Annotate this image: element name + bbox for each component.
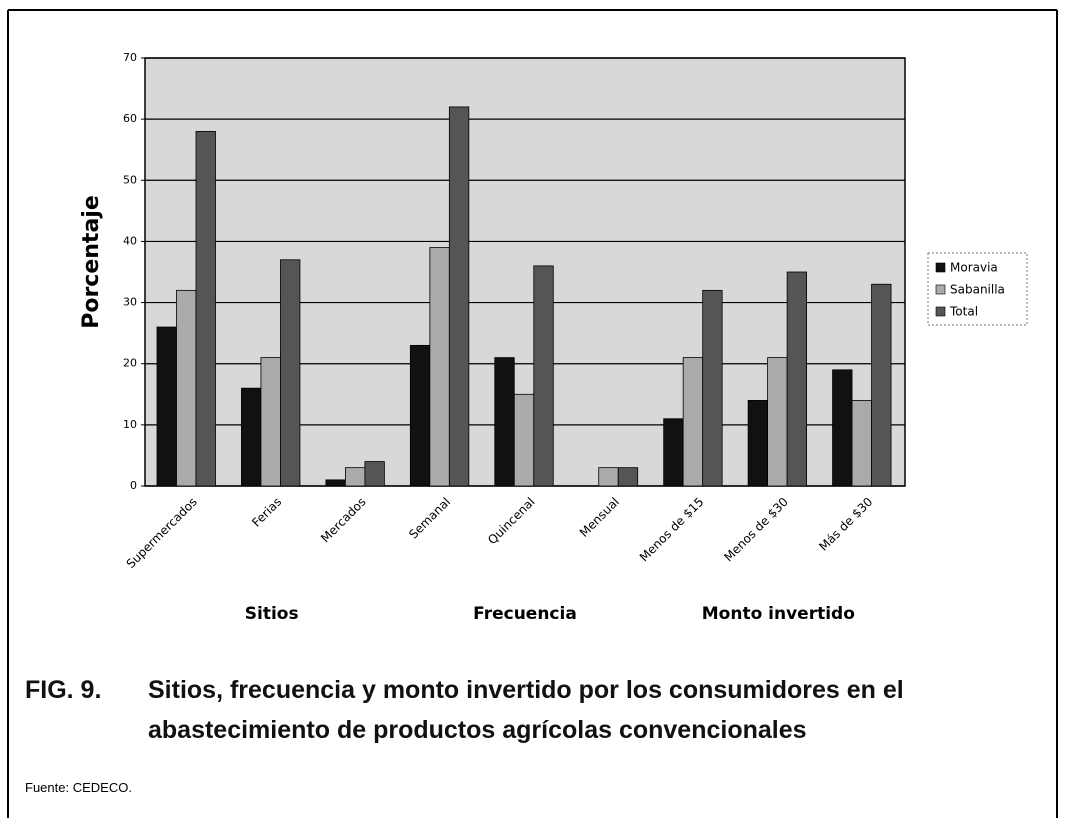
legend-swatch — [935, 284, 946, 295]
x-tick-label: Supermercados — [124, 495, 200, 571]
bar — [280, 259, 301, 487]
bar — [494, 357, 515, 487]
bar — [241, 387, 262, 487]
x-tick-label: Mercados — [318, 495, 369, 546]
y-tick-label: 60 — [123, 112, 137, 125]
y-tick-label: 10 — [123, 418, 137, 431]
legend-label: Sabanilla — [950, 283, 1005, 297]
legend-swatch — [935, 306, 946, 317]
y-tick-label: 50 — [123, 173, 137, 186]
x-tick-label: Menos de $15 — [637, 495, 707, 565]
bar — [786, 271, 808, 487]
bar — [767, 357, 788, 487]
bar — [663, 418, 684, 487]
x-tick-label: Más de $30 — [816, 495, 875, 554]
x-tick-label: Mensual — [577, 495, 622, 540]
bar — [832, 369, 853, 487]
bar — [747, 399, 769, 487]
bar — [429, 247, 450, 487]
x-tick-label: Menos de $30 — [721, 495, 791, 565]
y-tick-label: 40 — [123, 234, 137, 247]
group-label: Sitios — [245, 604, 299, 624]
legend-label: Total — [949, 305, 978, 319]
x-tick-label: Ferias — [249, 495, 284, 530]
legend-swatch — [935, 262, 946, 273]
bar — [195, 130, 216, 487]
x-tick-label: Semanal — [406, 495, 453, 542]
bar — [325, 479, 346, 487]
bar — [156, 326, 177, 487]
bar — [176, 289, 197, 487]
y-tick-label: 20 — [123, 357, 137, 370]
x-tick-label: Quincenal — [485, 495, 538, 548]
bar — [617, 467, 639, 487]
bar — [409, 344, 431, 487]
bar — [448, 106, 470, 487]
group-label: Monto invertido — [702, 604, 855, 624]
bar — [871, 283, 892, 487]
bar — [260, 357, 281, 487]
y-tick-label: 70 — [123, 51, 137, 64]
bar — [344, 467, 366, 487]
caption-text: Sitios, frecuencia y monto invertido por… — [148, 676, 904, 744]
bar — [598, 467, 619, 487]
caption-label: FIG. 9. — [25, 676, 102, 704]
bar — [682, 357, 704, 487]
source: Fuente: CEDECO. — [25, 780, 132, 795]
y-axis-label: Porcentaje — [79, 195, 104, 329]
bar — [513, 393, 535, 487]
group-label: Frecuencia — [473, 604, 577, 624]
bar — [702, 289, 723, 487]
bar — [364, 461, 385, 487]
bar — [851, 399, 872, 487]
y-tick-label: 0 — [130, 479, 137, 492]
y-tick-label: 30 — [123, 296, 137, 309]
legend-label: Moravia — [950, 261, 998, 275]
bar — [533, 265, 554, 487]
